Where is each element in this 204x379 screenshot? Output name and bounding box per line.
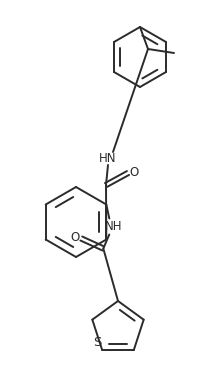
Text: NH: NH [105, 220, 122, 233]
Text: O: O [71, 231, 80, 244]
Text: O: O [129, 166, 139, 179]
Text: HN: HN [99, 152, 117, 164]
Text: S: S [93, 336, 101, 349]
